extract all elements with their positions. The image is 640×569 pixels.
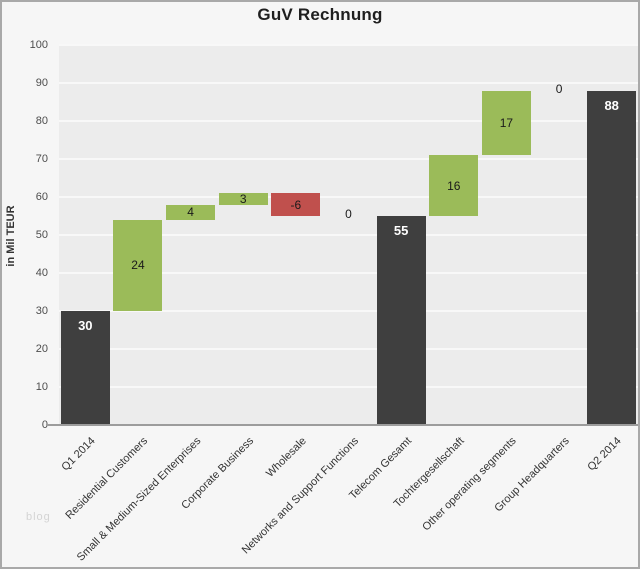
- bar-value-label: 0: [555, 81, 563, 96]
- bar-value-label: 4: [187, 205, 194, 220]
- waterfall-bar-total: [376, 216, 426, 425]
- x-axis-category-label: Wholesale: [263, 435, 309, 480]
- bar-value-label: 16: [447, 178, 461, 193]
- gridline: [59, 82, 638, 84]
- gridline: [59, 158, 638, 160]
- waterfall-bar-increase: [166, 204, 216, 220]
- bar-value-label: 30: [78, 318, 93, 333]
- y-axis-tick-label: 50: [35, 229, 48, 241]
- waterfall-bar-increase: [481, 90, 531, 156]
- bar-value-label: 3: [239, 191, 247, 206]
- waterfall-bar-decrease: [271, 193, 321, 216]
- y-axis-tick-label: 20: [35, 343, 48, 355]
- x-axis-category-label: Other operating segments: [420, 435, 519, 534]
- x-axis-line: [46, 424, 638, 426]
- bar-value-label: 17: [499, 115, 514, 130]
- gridline: [59, 196, 638, 198]
- y-axis-tick-label: 0: [41, 419, 48, 431]
- gridline: [59, 386, 638, 388]
- gridline: [59, 272, 638, 274]
- bar-value-label: 0: [345, 207, 352, 221]
- x-axis-category-label: Networks and Support Functions: [239, 435, 361, 557]
- y-axis-tick-label: 90: [35, 77, 48, 89]
- bar-value-label: 24: [131, 258, 145, 273]
- watermark: blog: [26, 511, 51, 523]
- y-axis-tick-label: 10: [35, 381, 48, 393]
- waterfall-bar-increase: [113, 219, 163, 311]
- bar-value-label: -6: [290, 197, 302, 212]
- y-axis-tick-label: 100: [29, 39, 48, 51]
- waterfall-bar-total: [587, 90, 637, 425]
- waterfall-bar-increase: [429, 155, 479, 216]
- gridline: [59, 120, 638, 122]
- x-axis-category-label: Q2 2014: [585, 435, 625, 474]
- bar-value-label: 55: [393, 223, 409, 238]
- waterfall-bar-increase: [218, 193, 268, 205]
- chart-title: GuV Rechnung: [257, 5, 383, 24]
- y-axis-tick-label: 30: [35, 305, 48, 317]
- y-axis-tick-label: 70: [35, 153, 48, 165]
- y-axis-tick-label: 40: [35, 267, 48, 279]
- bar-value-label: 88: [604, 97, 619, 113]
- x-axis-category-label: Q1 2014: [59, 435, 98, 474]
- gridline: [59, 310, 638, 312]
- waterfall-bar-total: [60, 311, 110, 425]
- gridline: [59, 348, 638, 350]
- gridline: [59, 234, 638, 236]
- y-axis-tick-label: 80: [35, 115, 48, 127]
- y-axis-tick-label: 60: [35, 191, 48, 203]
- gridline: [59, 44, 638, 46]
